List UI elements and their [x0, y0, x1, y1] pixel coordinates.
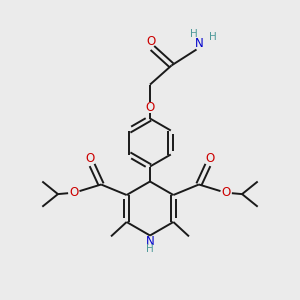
Text: O: O [146, 101, 154, 114]
Text: O: O [69, 186, 78, 199]
Text: H: H [146, 244, 154, 254]
Text: N: N [146, 235, 154, 248]
Text: H: H [190, 29, 198, 39]
Text: O: O [206, 152, 215, 165]
Text: H: H [208, 32, 216, 42]
Text: O: O [222, 186, 231, 199]
Text: N: N [195, 37, 204, 50]
Text: O: O [85, 152, 94, 165]
Text: O: O [146, 35, 155, 48]
